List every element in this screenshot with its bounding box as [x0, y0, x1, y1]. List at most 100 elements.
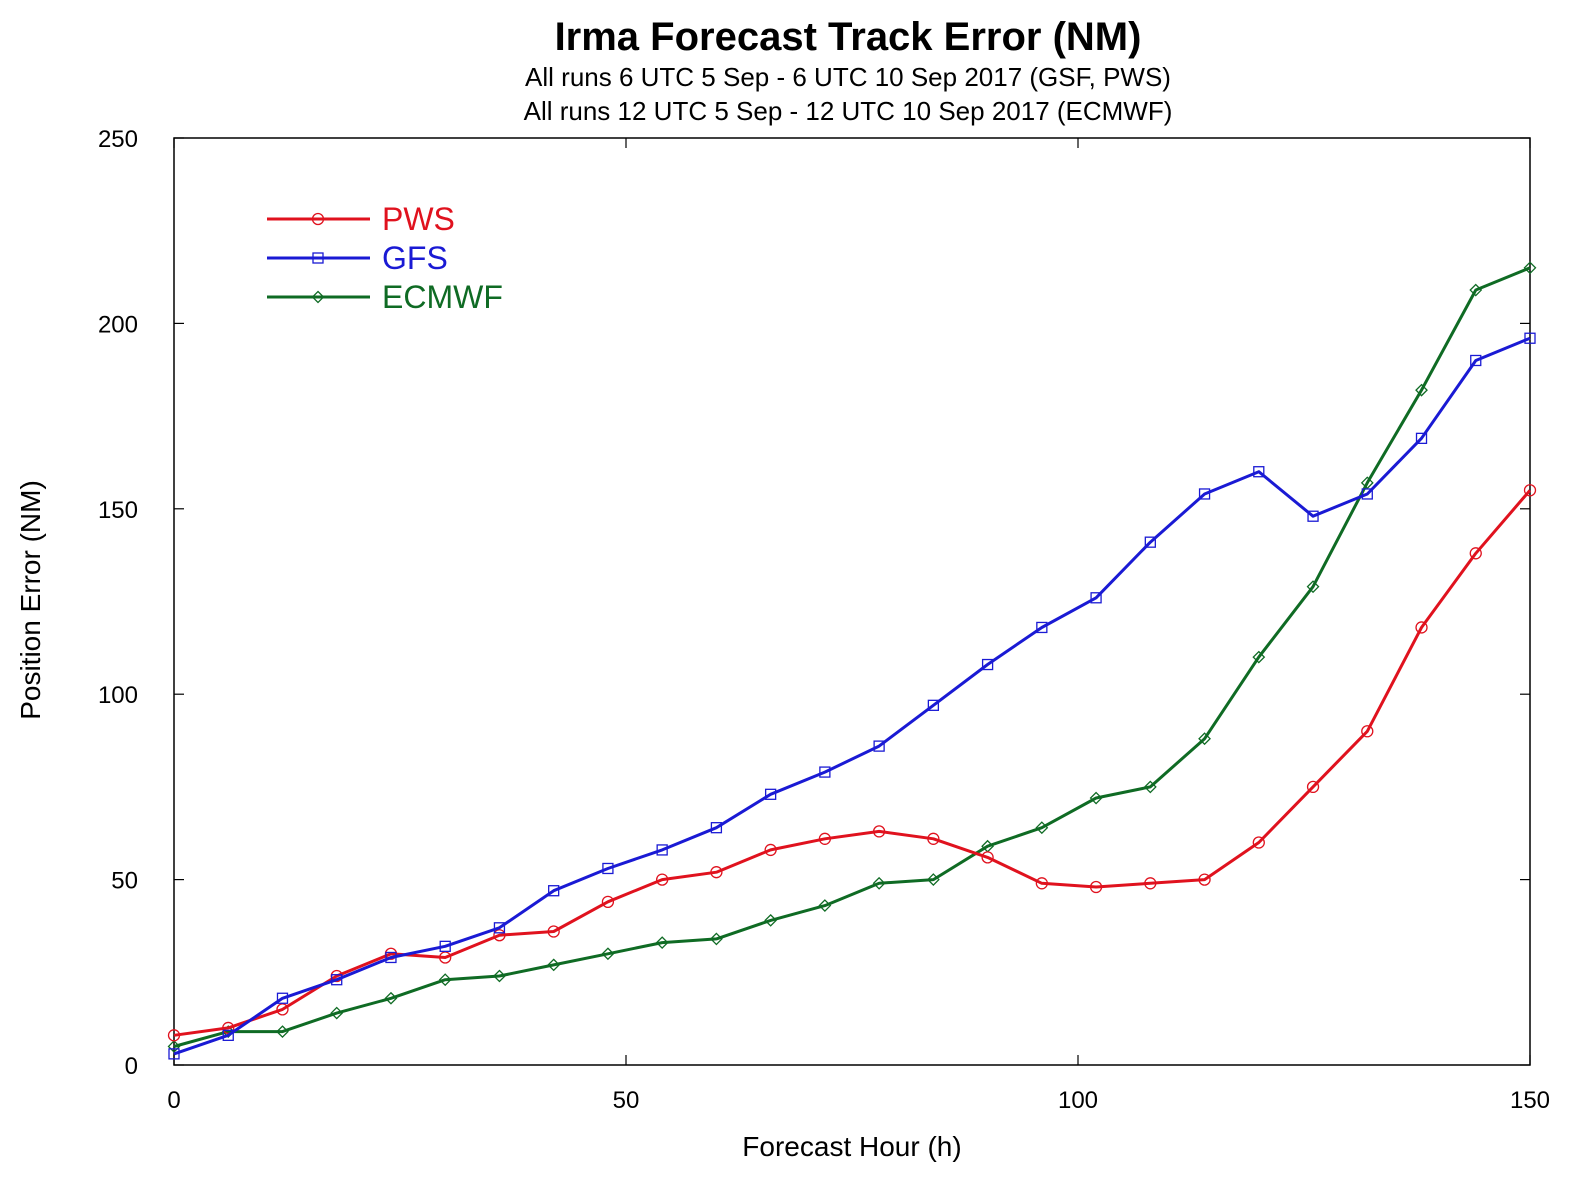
data-point	[872, 876, 886, 890]
data-point	[1306, 580, 1320, 594]
data-point	[168, 1048, 180, 1060]
data-point	[167, 1029, 181, 1042]
data-point	[1198, 732, 1211, 746]
data-point	[764, 913, 778, 927]
data-point	[764, 843, 777, 857]
series-ecmwf	[167, 261, 1537, 1053]
data-point	[547, 925, 560, 938]
data-point	[1524, 332, 1536, 344]
data-point	[1415, 432, 1428, 444]
data-point	[981, 658, 994, 671]
series-line-pws	[173, 489, 1532, 1037]
legend-item-ecmwf: ECMWF	[267, 279, 503, 315]
data-point	[927, 699, 940, 711]
data-point	[602, 862, 614, 875]
series-line-ecmwf	[173, 266, 1531, 1048]
data-point	[1361, 725, 1374, 738]
data-point	[311, 290, 325, 304]
x-tick-label: 150	[1510, 1087, 1550, 1114]
data-point	[222, 1021, 235, 1035]
data-point	[330, 1006, 344, 1020]
x-tick-label: 100	[1058, 1087, 1098, 1114]
data-point	[1089, 880, 1103, 894]
data-point	[981, 851, 994, 864]
data-point	[276, 1025, 289, 1039]
data-point	[818, 899, 832, 912]
legend-item-pws: PWS	[267, 201, 455, 237]
data-point	[872, 825, 886, 838]
y-tick-label: 100	[98, 682, 138, 709]
y-axis-label: Position Error (NM)	[15, 480, 46, 720]
legend-label: PWS	[382, 201, 455, 237]
data-point	[710, 822, 723, 834]
data-point	[1361, 488, 1373, 500]
x-tick-label: 50	[613, 1087, 640, 1114]
series-gfs	[168, 332, 1536, 1060]
data-point	[384, 991, 398, 1005]
data-point	[1089, 791, 1103, 805]
x-axis-label: Forecast Hour (h)	[742, 1131, 961, 1162]
data-point	[1144, 877, 1157, 890]
legend-label: GFS	[382, 240, 448, 276]
data-point	[1469, 547, 1482, 560]
data-point	[1144, 536, 1156, 548]
data-point	[1469, 283, 1483, 297]
data-point	[818, 832, 832, 845]
series-line-gfs	[173, 336, 1531, 1056]
data-point	[710, 866, 723, 879]
data-point	[926, 873, 940, 887]
data-point	[167, 1040, 181, 1053]
data-point	[1036, 621, 1048, 634]
data-point	[1252, 836, 1265, 849]
data-point	[1198, 873, 1211, 886]
data-point	[1198, 488, 1211, 500]
data-point	[311, 212, 325, 226]
data-point	[439, 940, 451, 952]
data-point	[438, 973, 452, 987]
data-point	[1306, 780, 1320, 794]
chart-subtitle-line-2: All runs 12 UTC 5 Sep - 12 UTC 10 Sep 20…	[524, 96, 1173, 126]
y-tick-label: 50	[111, 868, 138, 895]
series-pws	[167, 484, 1537, 1042]
y-tick-label: 200	[98, 311, 138, 338]
data-point	[1307, 510, 1319, 522]
data-point	[1143, 780, 1157, 794]
data-point	[493, 922, 506, 934]
data-point	[222, 1029, 234, 1041]
data-point	[493, 929, 506, 942]
data-point	[1470, 354, 1482, 367]
legend-item-gfs: GFS	[267, 240, 448, 276]
y-tick-label: 0	[125, 1053, 138, 1080]
data-point	[1035, 877, 1048, 890]
data-point	[1252, 650, 1266, 664]
chart-title: Irma Forecast Track Error (NM)	[555, 15, 1142, 59]
series-group	[167, 261, 1537, 1060]
data-point	[709, 932, 723, 946]
data-point	[547, 958, 561, 972]
data-point	[656, 873, 669, 886]
data-point	[385, 951, 397, 964]
data-point	[493, 969, 506, 983]
data-point	[1253, 466, 1265, 478]
data-point	[1035, 821, 1049, 835]
data-point	[601, 947, 615, 961]
data-point	[1415, 383, 1428, 397]
data-point	[548, 885, 560, 897]
data-point	[819, 766, 831, 778]
y-tick-label: 150	[98, 497, 138, 524]
data-point	[1415, 621, 1428, 634]
data-point	[331, 974, 343, 986]
axis-ticks: 0 50 100 150 0 50 100 150 200 250	[98, 126, 1550, 1114]
data-point	[1090, 592, 1102, 604]
data-point	[655, 936, 669, 950]
data-point	[656, 844, 668, 856]
legend-label: ECMWF	[382, 279, 503, 315]
data-point	[764, 788, 777, 800]
data-point	[312, 252, 324, 264]
data-point	[1523, 484, 1537, 497]
x-tick-label: 0	[167, 1087, 180, 1114]
data-point	[873, 740, 885, 752]
plot-area-frame	[173, 137, 1531, 1066]
data-point	[276, 992, 289, 1004]
